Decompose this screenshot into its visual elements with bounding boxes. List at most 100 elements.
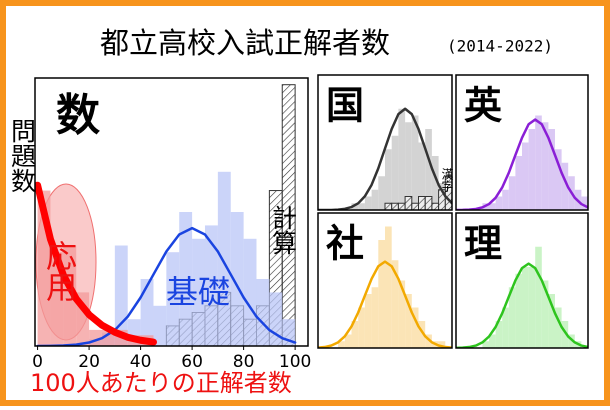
bar [166, 252, 180, 346]
panel-title: 理 [464, 222, 502, 266]
bar [385, 149, 392, 210]
plot-frame [455, 212, 589, 349]
bar [418, 321, 426, 348]
bar [555, 149, 562, 210]
bar [351, 321, 359, 348]
bar [515, 156, 522, 210]
bar [217, 171, 231, 346]
bar [561, 162, 569, 210]
bar [495, 321, 503, 348]
series-label: 基礎 [166, 273, 230, 311]
bar [378, 176, 385, 210]
bar [63, 245, 77, 346]
bar [489, 334, 496, 348]
bar [405, 122, 412, 210]
plot-frame [317, 74, 453, 211]
bar [385, 226, 392, 348]
series-label: 漢字 [440, 168, 454, 192]
bar [411, 307, 419, 348]
bar [535, 115, 542, 210]
bar [418, 142, 426, 210]
bar [338, 341, 345, 348]
bar [398, 280, 406, 348]
bar [431, 202, 440, 210]
bar [391, 260, 399, 348]
x-tick-label: 60 [181, 352, 203, 372]
y-axis-label: 問題数 [8, 118, 37, 193]
plot-area [35, 84, 297, 346]
fit-curve [318, 260, 452, 348]
x-tick-label: 100 [279, 352, 311, 372]
bar [405, 294, 412, 348]
series-label: 応用 [40, 240, 77, 302]
bar [528, 267, 536, 348]
bar [364, 196, 372, 210]
bar [140, 279, 154, 346]
bar [482, 341, 489, 348]
bar [424, 196, 433, 210]
bar [495, 196, 503, 210]
bar [397, 202, 406, 210]
subtitle: (2014-2022) [447, 37, 553, 56]
bar [179, 212, 193, 346]
bar [378, 240, 385, 348]
bar [411, 115, 419, 210]
bar [384, 202, 393, 210]
plot-frame [34, 77, 309, 347]
plot-frame [317, 212, 453, 349]
bar [515, 273, 522, 348]
bar [425, 129, 432, 210]
fit-curve [456, 262, 588, 348]
bar [371, 189, 379, 210]
bar [204, 225, 218, 346]
bar [541, 122, 549, 210]
bar [230, 212, 244, 346]
bar [153, 305, 167, 346]
fit-curve [35, 181, 157, 346]
bar [398, 108, 406, 210]
fit-curve [36, 226, 297, 346]
bar [431, 156, 439, 210]
bar [502, 307, 509, 348]
bar [391, 135, 399, 210]
bar [404, 196, 413, 210]
panel-title: 社 [326, 222, 364, 266]
plot-area [318, 226, 452, 348]
x-tick-label: 20 [78, 352, 100, 372]
plot-area [456, 246, 588, 348]
plot-area [456, 115, 588, 210]
x-tick-label: 0 [32, 352, 43, 372]
bar [508, 287, 516, 348]
x-tick-label: 40 [130, 352, 152, 372]
bar [256, 279, 270, 346]
fit-curve [456, 118, 588, 210]
bar [351, 203, 359, 210]
bar [535, 246, 542, 348]
bar [548, 294, 555, 348]
title: 都立高校入試正解者数 [100, 26, 390, 60]
bar [391, 202, 399, 210]
bar [522, 142, 529, 210]
panel-title: 英 [464, 84, 503, 128]
bar [192, 238, 205, 346]
series-label: 計算 [269, 205, 298, 255]
panel-title: 国 [326, 84, 364, 128]
bar [364, 294, 372, 348]
bar [561, 321, 569, 348]
bar [548, 129, 555, 210]
bar [358, 307, 365, 348]
bar [508, 176, 516, 210]
bar [243, 238, 257, 346]
x-tick-label: 80 [233, 352, 255, 372]
bar [418, 196, 426, 210]
bar [522, 267, 529, 348]
bar [528, 129, 536, 210]
bar [411, 202, 419, 210]
bar [581, 196, 588, 210]
bar [489, 203, 496, 210]
bar [438, 341, 446, 348]
bar [555, 307, 562, 348]
bar [425, 334, 432, 348]
